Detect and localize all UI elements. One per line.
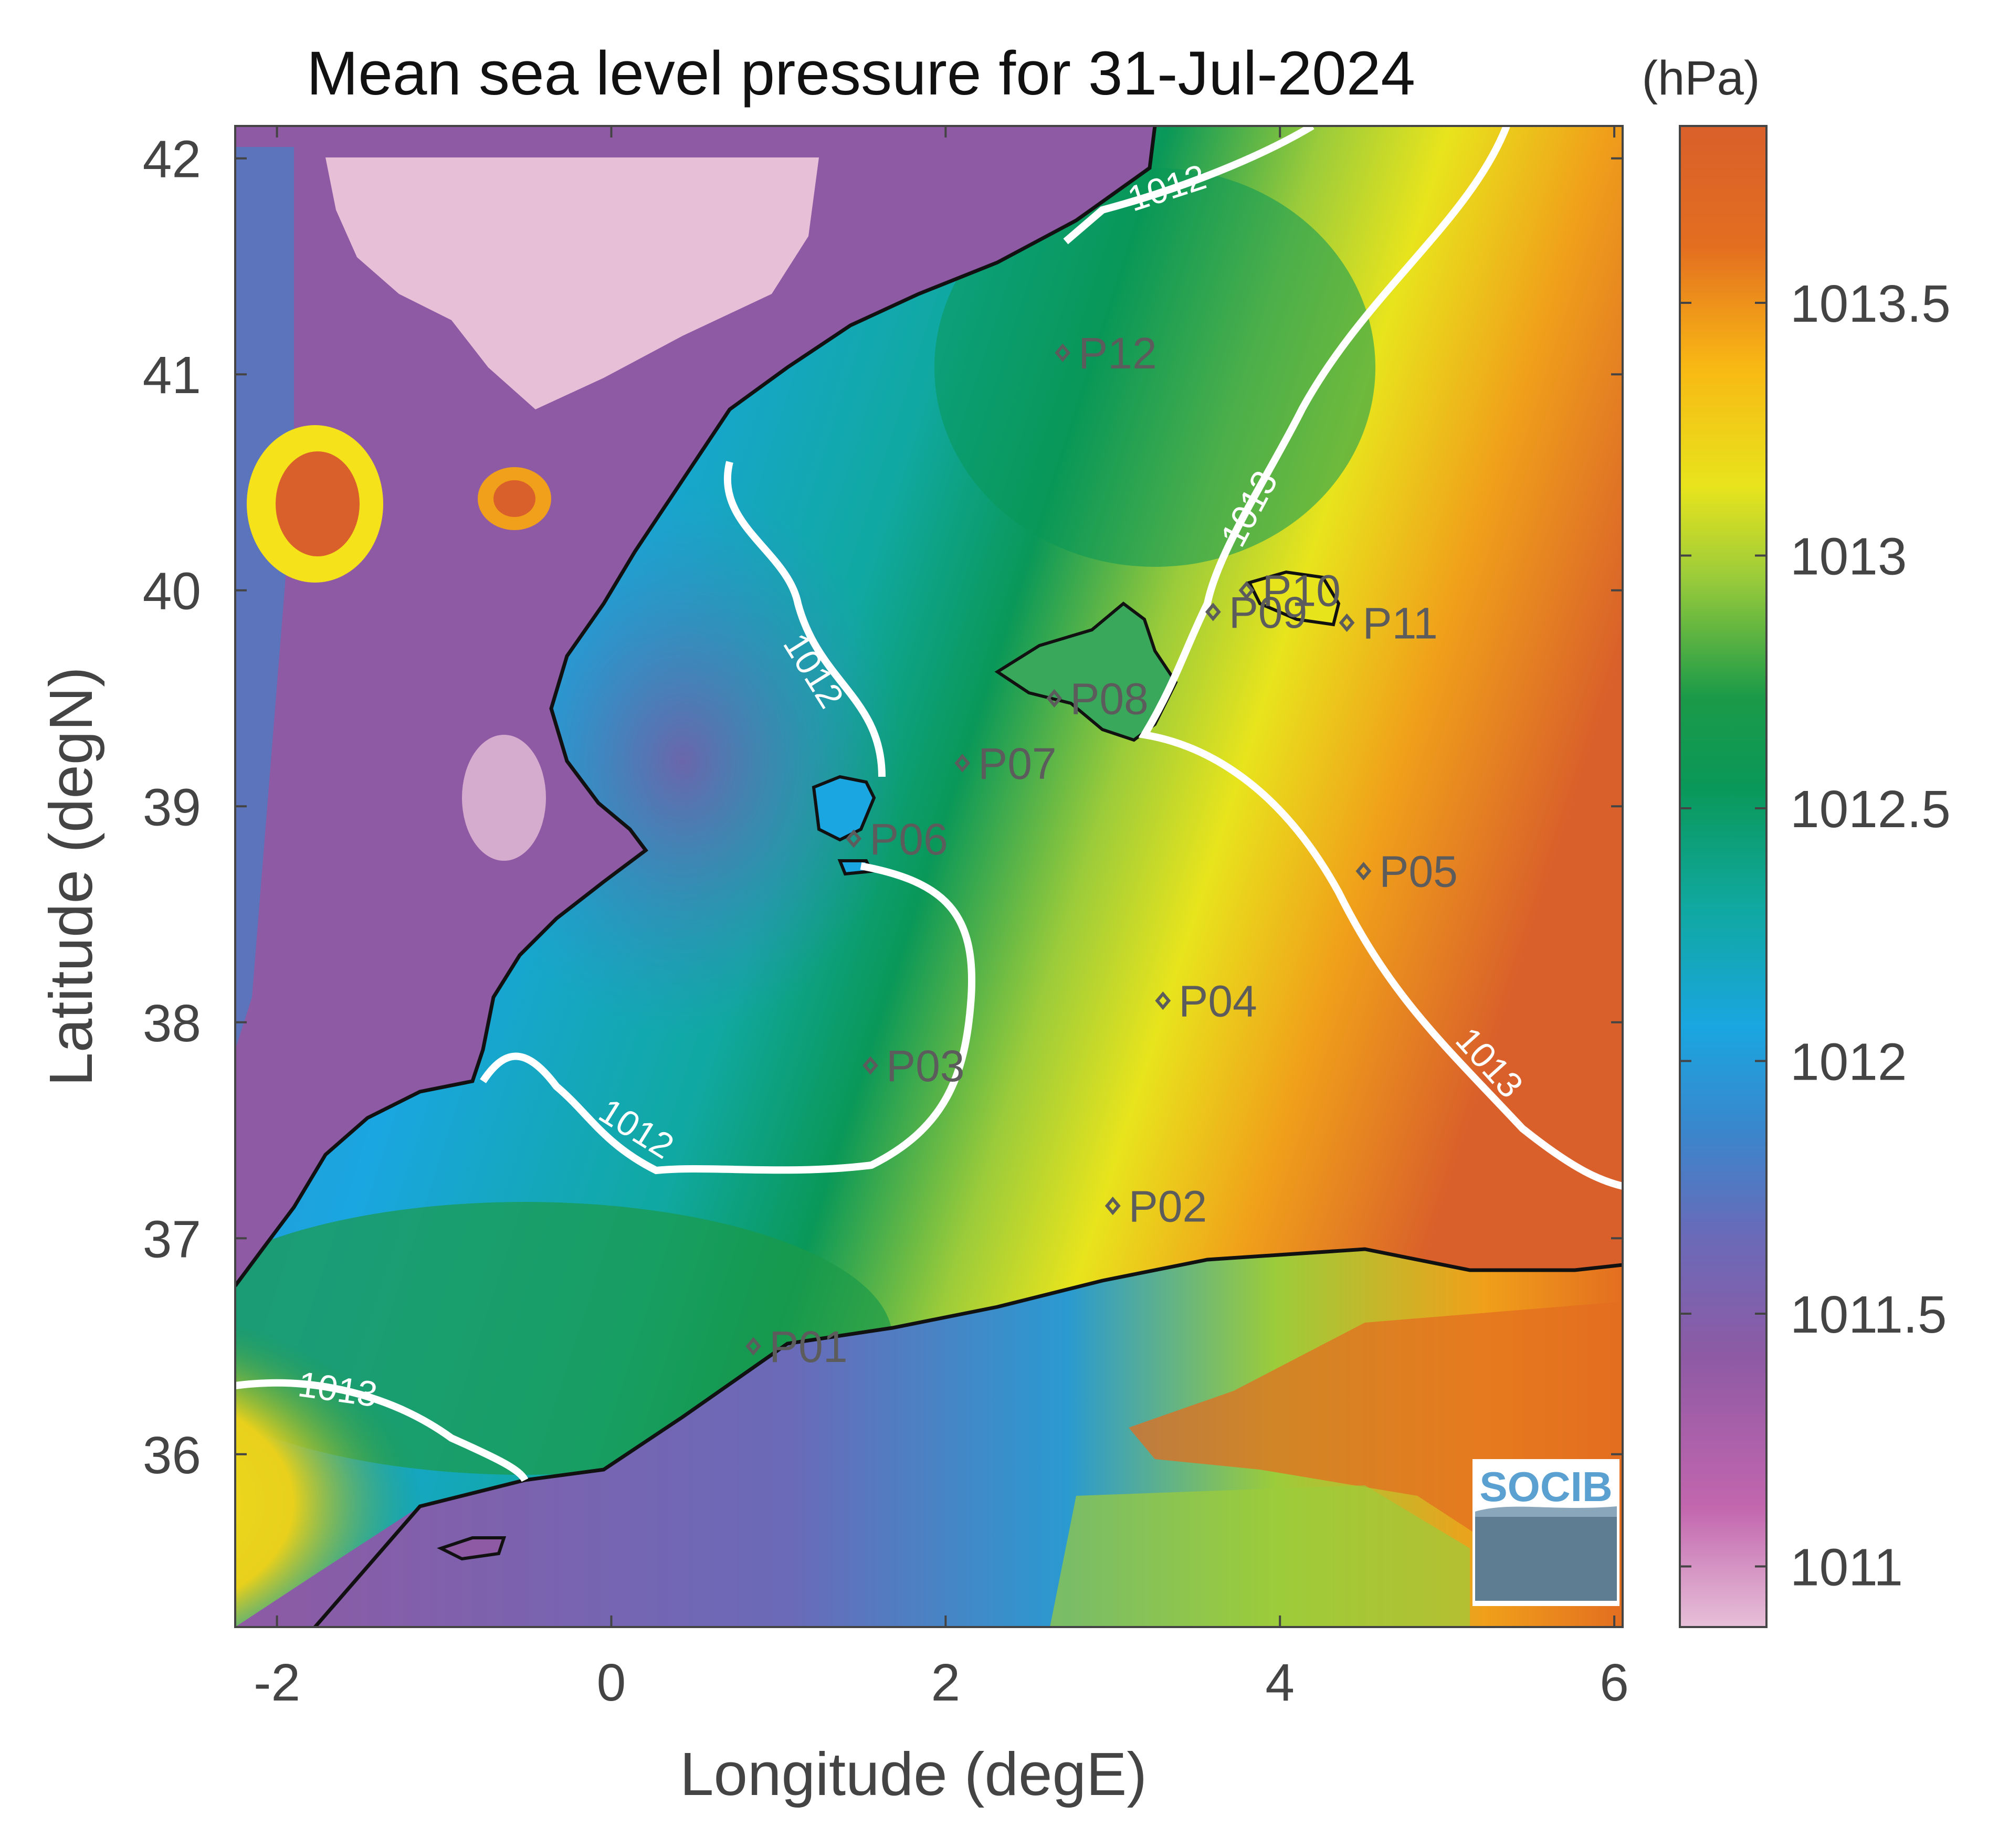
y-axis-ticks: 42 41 40 39 38 37 36 [143,130,1623,1485]
colorbar-ticks: 1013.5 1013 1012.5 1012 1011.5 1011 [1680,274,1951,1597]
x-tick-label: 6 [1600,1653,1629,1712]
contour-1013-southwest [235,1379,529,1482]
station-label: P04 [1179,977,1257,1026]
station-label: P03 [886,1041,964,1091]
colorbar-tick-label: 1012.5 [1790,780,1951,839]
iberia-pink-plateau [325,157,819,409]
station-p08: P08 [1046,674,1149,724]
station-marker [1205,603,1221,621]
map-title: Mean sea level pressure for 31-Jul-2024 [307,39,1415,108]
contour-1012-north [1063,126,1314,245]
y-tick-label: 40 [143,562,201,621]
station-label: P12 [1078,329,1156,378]
africa-green-band [1050,1485,1470,1627]
station-marker [862,1056,878,1075]
colorbar-tick-label: 1011.5 [1790,1285,1947,1344]
map-frame [234,125,1624,1628]
station-label: P11 [1363,598,1438,648]
contour-1013-east [1138,126,1623,1190]
station-p10: P10 [1238,566,1341,616]
colorbar-tick-label: 1013 [1790,527,1907,586]
x-tick-label: 2 [931,1653,961,1712]
station-marker [846,829,862,848]
contour-1012-south [480,862,975,1175]
colorbar-tick-label: 1013.5 [1790,274,1951,333]
x-tick-label: 0 [597,1653,626,1712]
y-tick-label: 41 [143,346,201,405]
socib-logo-text: SOCIB [1479,1463,1612,1510]
x-tick-label: 4 [1265,1653,1295,1712]
station-p06: P06 [846,815,948,864]
socib-logo: SOCIB [1472,1459,1619,1606]
colorbar-tick-label: 1011 [1790,1538,1903,1597]
storm-cell-east-core [493,480,535,517]
station-marker [1055,343,1071,362]
map-panel: 1012 1012 1012 1013 1013 1013 P01P02P03P… [235,126,1623,1627]
contour-1012-west [723,461,886,777]
station-marker [1238,581,1255,600]
station-p11: P11 [1339,598,1438,648]
pink-patch [462,735,546,861]
alboran-land [437,1536,507,1561]
y-axis-label: Latitude (degN) [37,667,105,1086]
station-marker [1046,689,1063,708]
ibiza [812,775,876,842]
iberia-land [235,126,1155,1286]
station-p09: P09 [1205,588,1307,637]
x-axis-label: Longitude (degE) [680,1740,1147,1808]
menorca [1247,570,1341,627]
station-p02: P02 [1105,1182,1207,1231]
station-label: P05 [1379,847,1457,896]
station-label: P08 [1070,674,1148,724]
station-label: P02 [1129,1182,1207,1231]
station-label: P06 [869,815,948,864]
station-marker [1355,862,1372,881]
station-p05: P05 [1355,847,1458,896]
station-p07: P07 [954,739,1057,788]
station-p12: P12 [1055,329,1157,378]
iberia-blue-coast [235,147,294,1050]
x-axis-ticks: -2 0 2 4 6 [254,126,1629,1712]
green-band-north [934,168,1375,567]
station-label: P10 [1263,566,1341,616]
y-tick-label: 36 [143,1426,201,1485]
africa-coastline [313,1247,1623,1627]
station-p01: P01 [745,1322,848,1371]
station-p04: P04 [1155,977,1257,1026]
station-marker [1155,991,1171,1010]
colorbar-tick-label: 1012 [1790,1032,1907,1091]
y-tick-label: 39 [143,778,201,837]
x-tick-label: -2 [254,1653,300,1712]
y-tick-label: 38 [143,994,201,1053]
iberia-coastline [235,126,1157,1287]
station-marker [1339,613,1355,632]
station-marker [954,754,971,773]
storm-cell-west-core [276,451,360,556]
y-tick-label: 42 [143,130,201,189]
colorbar-unit: (hPa) [1642,51,1760,105]
station-marker [745,1337,762,1356]
y-tick-label: 37 [143,1210,201,1269]
station-label: P07 [978,739,1056,788]
station-marker [1105,1196,1121,1216]
station-label: P01 [769,1322,847,1371]
station-label: P09 [1229,588,1307,637]
colorbar [1679,125,1768,1628]
station-p03: P03 [862,1041,965,1091]
